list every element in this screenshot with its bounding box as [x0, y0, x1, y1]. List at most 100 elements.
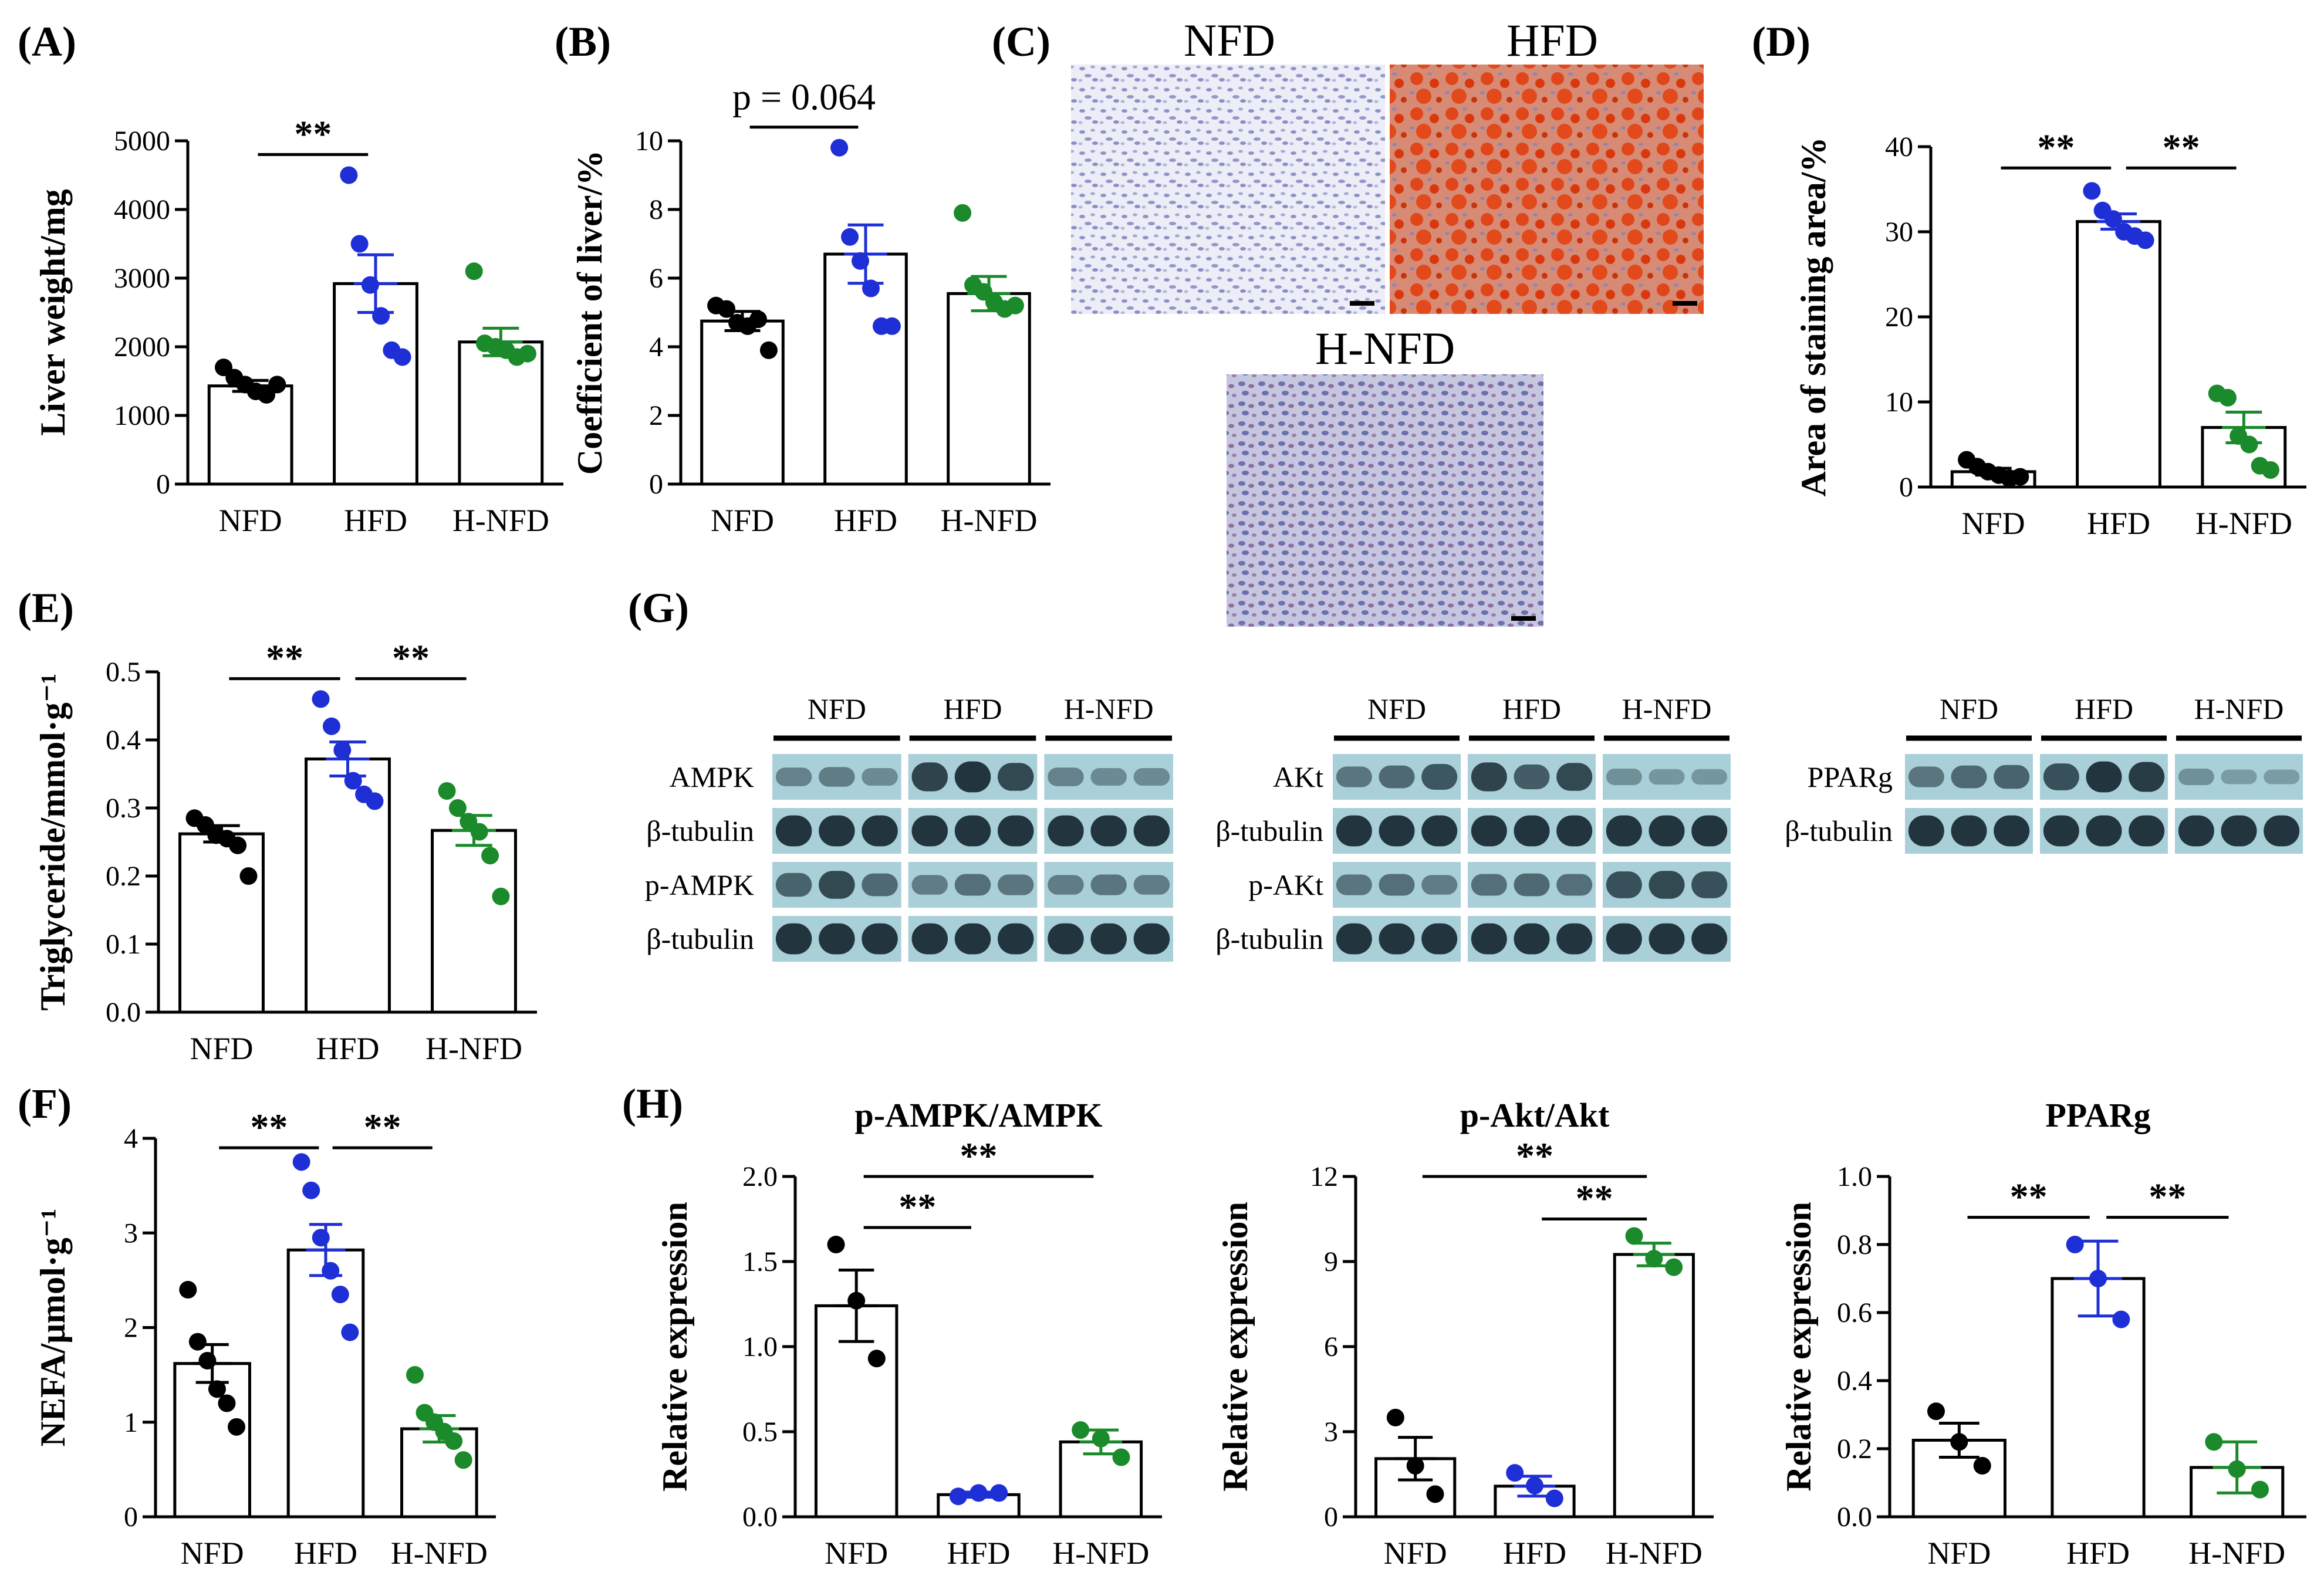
blot-band: [1649, 769, 1685, 785]
blot-band: [2129, 815, 2165, 847]
blot-band: [2043, 815, 2079, 847]
blot-band: [1691, 923, 1728, 955]
blot-band: [1556, 763, 1593, 791]
y-tick-label: 0.1: [106, 929, 141, 960]
blot-band: [1090, 923, 1127, 955]
blot-band: [1379, 815, 1415, 847]
y-axis-label: Coefficient of liver/%: [570, 150, 609, 475]
data-point: [2089, 1270, 2107, 1287]
histo-label-h-nfd: H-NFD: [1315, 323, 1455, 374]
y-tick-label: 0.0: [106, 997, 141, 1028]
data-point: [2011, 468, 2029, 486]
chart-liver-weight: 0 1000 2000 3000 4000 5000 Liver weight/mg NFD H…: [33, 113, 563, 538]
y-axis-label: Relative expression: [1216, 1202, 1255, 1492]
blot-band: [2086, 815, 2122, 847]
blot-band: [1908, 815, 1944, 847]
y-tick-label: 0: [649, 469, 663, 500]
blot-band: [1691, 769, 1728, 785]
blot-band: [1379, 765, 1415, 789]
blot-band: [1606, 815, 1642, 847]
blot-band: [2264, 815, 2300, 847]
blot-band: [1421, 763, 1458, 790]
blot-band: [862, 815, 898, 847]
blot-band: [1048, 923, 1084, 955]
y-tick-label: 0: [124, 1502, 138, 1533]
blot-band: [954, 761, 991, 793]
data-point: [481, 847, 499, 865]
data-point: [954, 204, 972, 222]
data-point: [1506, 1464, 1524, 1482]
blot-block-3: NFD HFD H-NFD PPARg β-tubulin: [1785, 692, 2303, 854]
significance-stars: **: [392, 637, 430, 679]
data-point: [1072, 1421, 1090, 1439]
data-point: [361, 276, 379, 294]
data-point: [312, 1229, 330, 1247]
blot-band: [1514, 873, 1550, 897]
data-point: [229, 836, 247, 854]
blot-group-label: NFD: [808, 692, 866, 725]
category-label: HFD: [316, 1031, 379, 1066]
blot-band: [954, 874, 991, 896]
y-axis-label: Relative expression: [656, 1202, 694, 1492]
data-point: [867, 1350, 886, 1368]
blot-band: [997, 923, 1034, 955]
bar-hfd: [286, 1248, 365, 1519]
y-tick-label: 4: [649, 332, 663, 363]
data-point: [749, 310, 767, 329]
blot-band: [1133, 767, 1170, 786]
y-tick-label: 1.5: [742, 1246, 778, 1277]
y-tick-label: 40: [1885, 131, 1913, 163]
blot-band: [997, 763, 1034, 791]
data-point: [322, 1262, 340, 1280]
blot-group-label: HFD: [2075, 692, 2133, 725]
blot-group-label: NFD: [1940, 692, 1998, 725]
bar-h-nfd: [458, 340, 544, 486]
blot-band: [1471, 762, 1507, 792]
histo-label-hfd: HFD: [1506, 15, 1598, 66]
blot-band: [2221, 769, 2257, 785]
data-point: [208, 1380, 226, 1398]
data-point: [198, 1351, 217, 1370]
blot-band: [862, 767, 898, 786]
y-tick-label: 2.0: [742, 1161, 778, 1192]
blot-band: [819, 871, 855, 899]
blot-band: [1691, 815, 1728, 847]
data-point: [179, 1281, 197, 1299]
y-tick-label: 9: [1324, 1246, 1338, 1277]
scale-bar-h-nfd: [1511, 616, 1536, 621]
data-point: [1645, 1250, 1663, 1268]
data-point: [852, 252, 870, 270]
chart-title: PPARg: [2045, 1096, 2150, 1134]
blot-band: [1048, 875, 1084, 895]
data-point: [268, 376, 286, 394]
significance-stars: **: [294, 113, 332, 154]
data-point: [841, 228, 859, 246]
data-point: [218, 1394, 236, 1412]
histo-image-nfd: [1071, 65, 1385, 314]
panel-label-h: (H): [622, 1080, 683, 1127]
y-tick-label: 0.0: [742, 1502, 778, 1533]
blot-band: [2264, 769, 2300, 785]
blot-row-label: p-AMPK: [645, 868, 754, 901]
category-label: NFD: [219, 503, 282, 538]
bar-nfd: [178, 832, 265, 1014]
data-point: [2112, 1310, 2130, 1328]
bar-h-nfd: [947, 292, 1031, 486]
blot-band: [1471, 923, 1507, 955]
data-point: [1006, 296, 1024, 315]
data-point: [188, 1333, 207, 1351]
blot-band: [1951, 815, 1987, 847]
category-label: NFD: [190, 1031, 253, 1066]
histo-image-hfd: [1390, 65, 1704, 314]
category-label: HFD: [344, 503, 407, 538]
data-point: [2083, 182, 2101, 200]
data-point: [847, 1291, 866, 1310]
data-point: [333, 741, 352, 759]
data-point: [2251, 1480, 2269, 1499]
y-tick-label: 0.5: [742, 1416, 778, 1448]
y-tick-label: 2000: [114, 332, 170, 363]
category-label: NFD: [711, 503, 774, 538]
blot-group-label: HFD: [943, 692, 1002, 725]
data-point: [1950, 1433, 1968, 1451]
data-point: [228, 1418, 246, 1436]
